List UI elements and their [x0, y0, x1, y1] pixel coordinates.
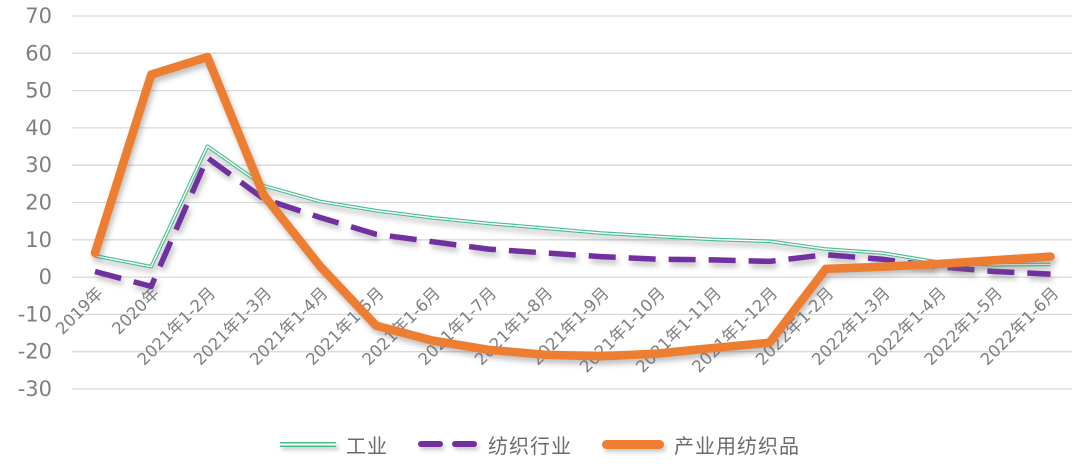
legend-item-textile-industry: 纺织行业 — [418, 430, 572, 459]
legend-label-textile-industry: 纺织行业 — [488, 433, 572, 458]
gridlines — [72, 15, 1072, 390]
legend-label-industry: 工业 — [346, 433, 388, 458]
legend-swatch-industry-line — [280, 441, 336, 447]
y-tick-label: 10 — [25, 228, 52, 252]
x-tick-label: 2019年 — [52, 283, 107, 338]
y-tick-label: 60 — [25, 41, 52, 65]
series-industry — [94, 144, 1051, 269]
legend-label-industrial-textiles: 产业用纺织品 — [674, 433, 800, 458]
series-industrial-textiles — [90, 52, 1055, 361]
series-line-industry — [94, 144, 1051, 269]
legend-item-industry: 工业 — [280, 430, 388, 459]
y-axis-labels: 70 60 50 40 30 20 10 0 -10 -20 -30 — [18, 4, 52, 401]
y-tick-label: 40 — [25, 116, 52, 140]
legend-swatch-textile-dashes — [418, 441, 478, 447]
dash-segment — [452, 441, 477, 447]
y-tick-label: -10 — [18, 302, 52, 326]
y-tick-label: 70 — [25, 4, 52, 28]
y-tick-label: 30 — [25, 153, 52, 177]
series-line-inner-industry — [94, 145, 1051, 268]
y-tick-label: -30 — [18, 377, 52, 401]
y-tick-label: 20 — [25, 191, 52, 215]
x-axis-labels: 2019年 2020年2021年1-2月2021年1-3月2021年1-4月202… — [52, 283, 1062, 376]
legend-item-industrial-textiles: 产业用纺织品 — [602, 430, 800, 459]
x-tick-label: 2020年 — [108, 283, 163, 338]
series-textile-industry — [94, 154, 1051, 290]
series-line-industrial-textiles — [90, 52, 1055, 361]
y-tick-label: -20 — [18, 340, 52, 364]
chart-legend: 工业 纺织行业 产业用纺织品 — [0, 424, 1080, 464]
dash-segment — [418, 441, 443, 447]
y-tick-label: 50 — [25, 79, 52, 103]
legend-swatch-industrial-textiles-line — [602, 439, 664, 449]
series-line-textile-industry — [94, 154, 1051, 290]
y-tick-label: 0 — [39, 265, 52, 289]
